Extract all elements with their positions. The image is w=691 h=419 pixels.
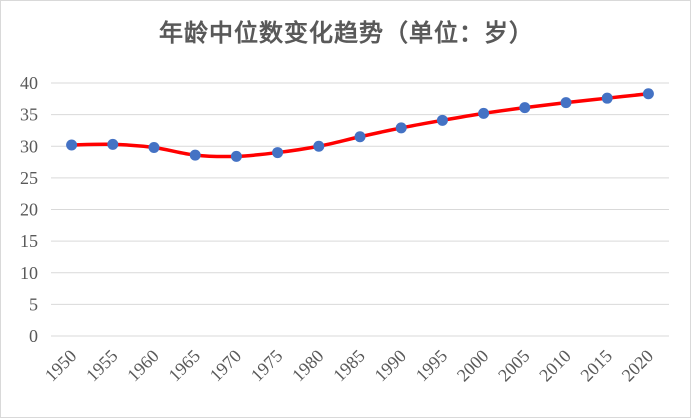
x-tick-label: 1990	[370, 346, 410, 386]
data-point-2000	[478, 107, 490, 119]
y-tick-label: 15	[20, 231, 38, 251]
gridlines	[51, 82, 669, 337]
data-point-1990	[395, 122, 407, 134]
x-tick-label: 1955	[82, 346, 122, 386]
x-tick-label: 1965	[164, 346, 204, 386]
data-point-2005	[519, 102, 531, 114]
y-tick-label: 20	[20, 200, 38, 220]
x-tick-label: 2020	[618, 346, 658, 386]
y-tick-label: 0	[29, 326, 38, 346]
x-axis-ticks: 1950 1955 1960 1965 1970 1975 1980 1985 1990 1995…	[41, 346, 657, 386]
data-point-1950	[66, 139, 78, 151]
x-tick-label: 1975	[247, 346, 287, 386]
data-point-1965	[189, 149, 201, 161]
x-tick-label: 1970	[206, 346, 246, 386]
x-tick-label: 1985	[329, 346, 369, 386]
data-point-1975	[272, 147, 284, 159]
series-points	[66, 88, 654, 162]
y-tick-label: 30	[20, 136, 38, 156]
x-tick-label: 1980	[288, 346, 328, 386]
data-point-1995	[436, 114, 448, 126]
data-point-1960	[148, 142, 160, 154]
x-tick-label: 2010	[535, 346, 575, 386]
x-tick-label: 2015	[576, 346, 616, 386]
data-point-2020	[642, 88, 654, 100]
y-tick-label: 25	[20, 168, 38, 188]
y-tick-label: 5	[29, 294, 38, 314]
data-point-2010	[560, 97, 572, 109]
x-tick-label: 2005	[494, 346, 534, 386]
y-tick-label: 35	[20, 105, 38, 125]
chart-title: 年龄中位数变化趋势（单位：岁）	[159, 18, 534, 47]
y-tick-label: 10	[20, 263, 38, 283]
x-tick-label: 2000	[453, 346, 493, 386]
data-point-1970	[230, 150, 242, 162]
x-tick-label: 1995	[412, 346, 452, 386]
data-point-1955	[107, 138, 119, 150]
data-point-1985	[354, 131, 366, 143]
x-tick-label: 1960	[123, 346, 163, 386]
y-axis-ticks: 0 5 10 15 20 25 30 35 40	[20, 73, 38, 346]
y-tick-label: 40	[20, 73, 38, 93]
data-point-2015	[601, 92, 613, 104]
x-tick-label: 1950	[41, 346, 81, 386]
data-point-1980	[313, 140, 325, 152]
